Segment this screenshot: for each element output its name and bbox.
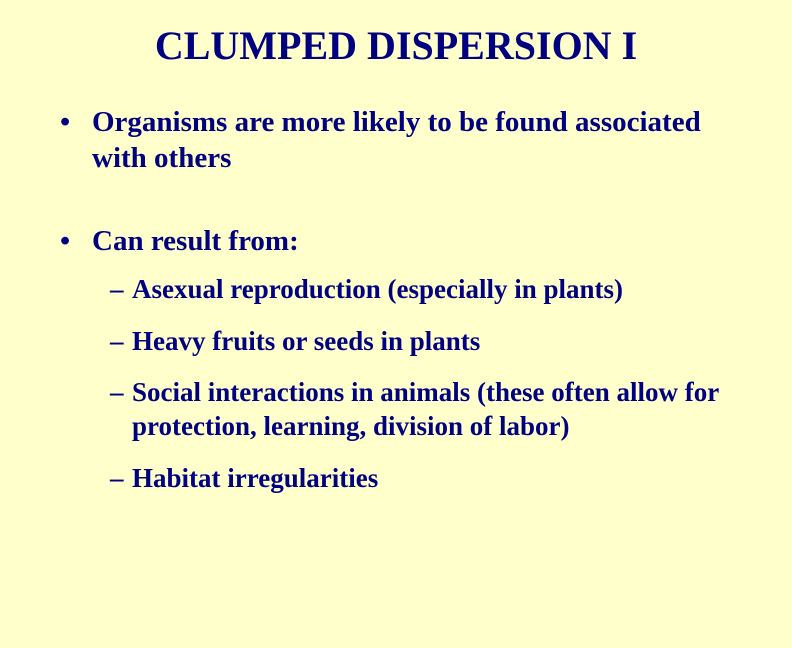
sub-bullet-item: Social interactions in animals (these of… [110,376,742,444]
bullet-item: Organisms are more likely to be found as… [56,104,742,177]
sub-bullet-item: Habitat irregularities [110,462,742,496]
bullet-item: Can result from: Asexual reproduction (e… [56,223,742,496]
bullet-text: Organisms are more likely to be found as… [92,106,701,174]
slide: CLUMPED DISPERSION I Organisms are more … [0,0,792,648]
sub-bullet-text: Asexual reproduction (especially in plan… [132,274,623,304]
sub-bullet-text: Habitat irregularities [132,463,378,493]
sub-bullet-text: Heavy fruits or seeds in plants [132,326,480,356]
bullet-text: Can result from: [92,225,299,257]
sub-bullet-list: Asexual reproduction (especially in plan… [92,273,742,496]
bullet-list: Organisms are more likely to be found as… [50,104,742,496]
sub-bullet-text: Social interactions in animals (these of… [132,377,719,441]
sub-bullet-item: Asexual reproduction (especially in plan… [110,273,742,307]
slide-title: CLUMPED DISPERSION I [50,24,742,68]
sub-bullet-item: Heavy fruits or seeds in plants [110,325,742,359]
